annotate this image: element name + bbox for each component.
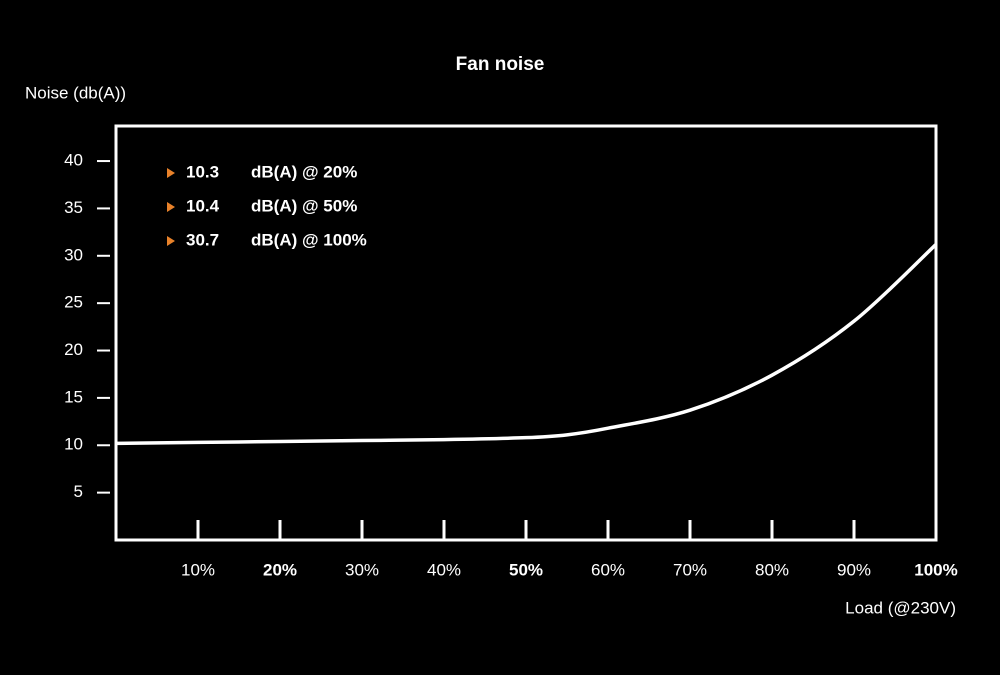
y-tick-label: 35 <box>64 198 83 217</box>
y-tick-label: 30 <box>64 245 83 264</box>
annotation-value: 10.3 <box>186 162 219 181</box>
x-axis-label: Load (@230V) <box>845 598 956 617</box>
y-tick-label: 5 <box>74 482 83 501</box>
x-tick-label: 90% <box>837 560 871 579</box>
y-tick-label: 25 <box>64 293 83 312</box>
x-tick-label: 60% <box>591 560 625 579</box>
y-tick-label: 40 <box>64 151 83 170</box>
x-tick-label: 80% <box>755 560 789 579</box>
annotation-text: dB(A) @ 20% <box>251 162 357 181</box>
x-tick-label: 100% <box>914 560 957 579</box>
annotation-marker <box>167 202 175 212</box>
y-tick-label: 15 <box>64 387 83 406</box>
x-tick-label: 30% <box>345 560 379 579</box>
annotation-text: dB(A) @ 100% <box>251 230 367 249</box>
chart-title: Fan noise <box>456 54 545 75</box>
x-tick-label: 50% <box>509 560 543 579</box>
x-tick-label: 40% <box>427 560 461 579</box>
annotation-value: 30.7 <box>186 230 219 249</box>
y-tick-label: 20 <box>64 340 83 359</box>
annotation-marker <box>167 236 175 246</box>
noise-curve <box>115 243 938 446</box>
x-tick-label: 10% <box>181 560 215 579</box>
x-tick-label: 20% <box>263 560 297 579</box>
y-tick-label: 10 <box>64 435 83 454</box>
annotation-text: dB(A) @ 50% <box>251 196 357 215</box>
y-axis-label: Noise (db(A)) <box>25 83 126 102</box>
annotation-value: 10.4 <box>186 196 220 215</box>
x-tick-label: 70% <box>673 560 707 579</box>
annotation-marker <box>167 168 175 178</box>
grid <box>116 160 936 494</box>
